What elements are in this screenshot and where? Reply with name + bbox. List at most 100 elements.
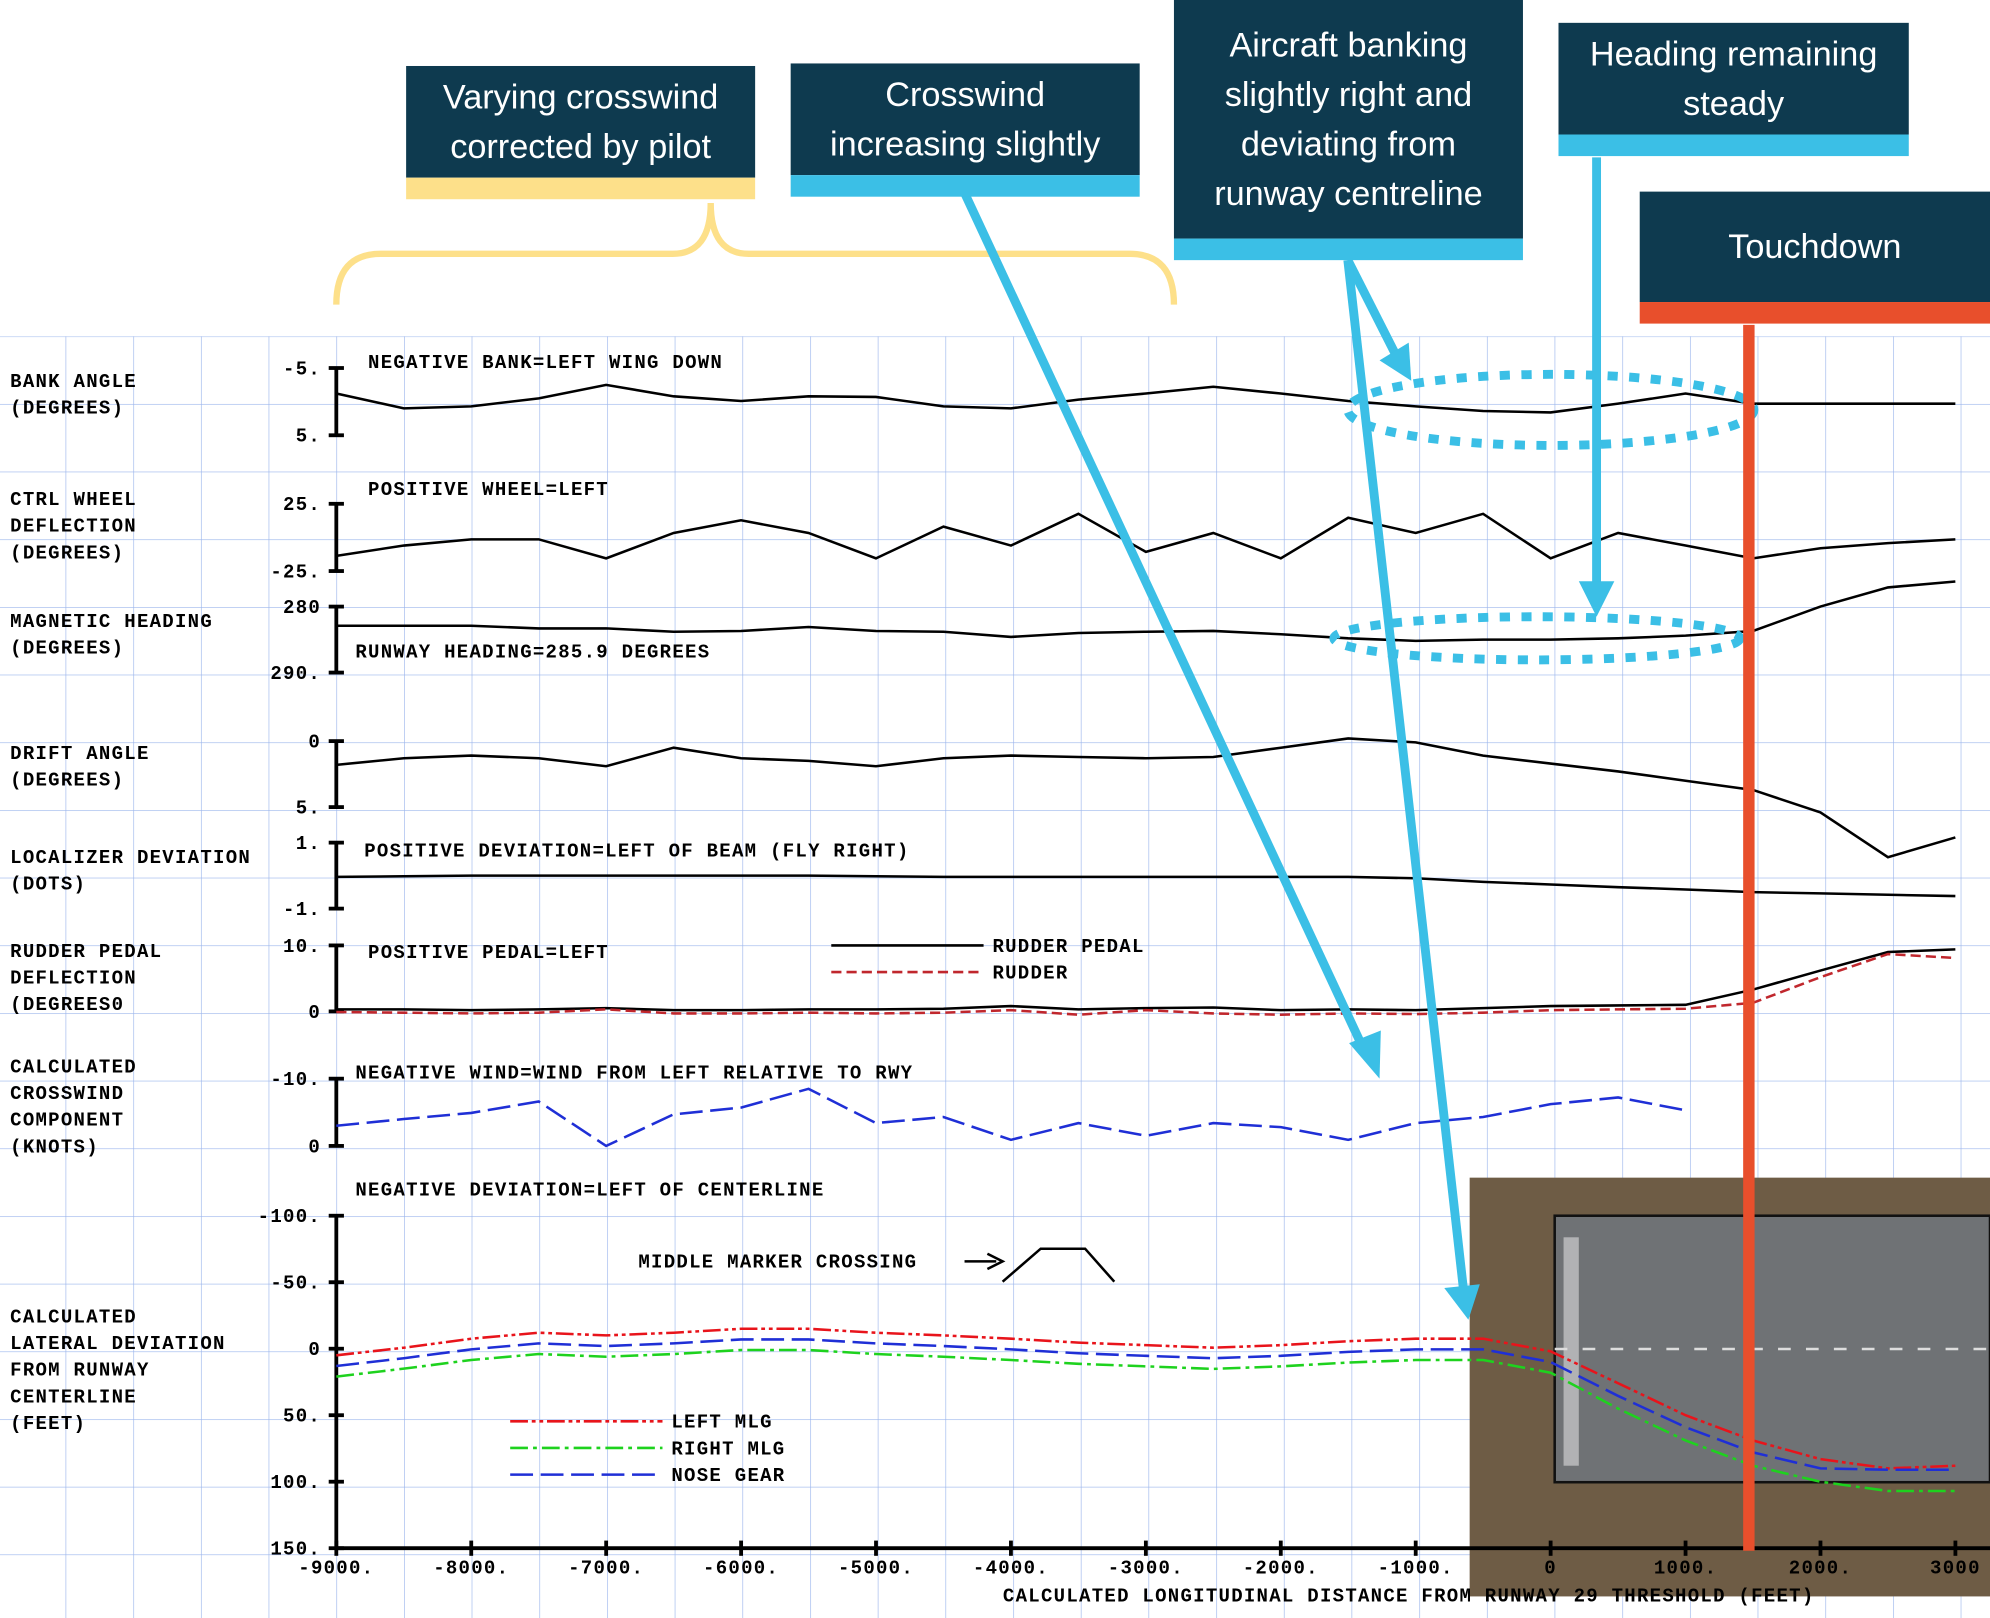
y-axis-label: CALCULATED [10, 1056, 137, 1078]
series-line [336, 737, 1956, 859]
y-tick-label: 290. [270, 663, 321, 685]
y-axis-label: (KNOTS) [10, 1136, 99, 1158]
panel-note: RUNWAY HEADING=285.9 DEGREES [355, 641, 710, 663]
y-axis-label: CROSSWIND [10, 1083, 124, 1105]
x-axis-label: CALCULATED LONGITUDINAL DISTANCE FROM RU… [1003, 1586, 1815, 1608]
series-line [336, 952, 1956, 1016]
x-tick-label: 2000. [1789, 1558, 1852, 1580]
callout-text: Crosswind [885, 76, 1045, 114]
y-axis-label: (DEGREES) [10, 770, 124, 792]
legend-label: NOSE GEAR [671, 1465, 785, 1487]
panel-note: POSITIVE DEVIATION=LEFT OF BEAM (FLY RIG… [364, 841, 909, 863]
x-tick-label: -9000. [298, 1558, 374, 1580]
panel-note: POSITIVE WHEEL=LEFT [368, 479, 609, 501]
callout-underline [1173, 238, 1523, 261]
legend-label: RUDDER [992, 962, 1068, 984]
callout-box [790, 63, 1140, 176]
y-tick-label: -10. [270, 1069, 321, 1091]
x-tick-label: -1000. [1378, 1558, 1454, 1580]
arrows [960, 157, 1615, 1320]
y-tick-label: 25. [283, 494, 321, 516]
series-line [336, 1348, 1956, 1493]
callout-text: deviating from [1241, 125, 1456, 163]
y-tick-label: -25. [270, 561, 321, 583]
y-axis-label: FROM RUNWAY [10, 1360, 149, 1382]
y-tick-label: 280 [283, 597, 321, 619]
legend-label: LEFT MLG [671, 1412, 772, 1434]
y-axis-label: BANK ANGLE [10, 371, 137, 393]
x-tick-label: 1000. [1654, 1558, 1717, 1580]
y-tick-label: 50. [283, 1406, 321, 1428]
y-tick-label: 0 [308, 1002, 321, 1024]
callout-text: corrected by pilot [450, 128, 711, 166]
x-tick-label: -7000. [568, 1558, 644, 1580]
series-line [336, 580, 1956, 643]
x-tick-label: -8000. [433, 1558, 509, 1580]
x-tick-label: -3000. [1108, 1558, 1184, 1580]
callout-underline [790, 175, 1140, 197]
y-tick-label: -1. [283, 899, 321, 921]
y-tick-label: 5. [296, 797, 321, 819]
runway-photo [1469, 1177, 1990, 1597]
y-axis-label: (DEGREES) [10, 638, 124, 660]
callout-text: Touchdown [1728, 228, 1901, 266]
series-line [336, 1338, 1956, 1472]
y-tick-label: 150. [270, 1539, 321, 1561]
callout-text: steady [1683, 85, 1785, 123]
series-line [336, 874, 1956, 898]
y-tick-label: -50. [270, 1273, 321, 1295]
y-tick-label: 0 [308, 731, 321, 753]
y-tick-label: 5. [296, 426, 321, 448]
x-tick-label: -6000. [703, 1558, 779, 1580]
panel-note: NEGATIVE DEVIATION=LEFT OF CENTERLINE [355, 1179, 824, 1201]
callout-text: Aircraft banking [1229, 26, 1467, 64]
y-axis-label: (DEGREES) [10, 542, 124, 564]
marker-shape [964, 1247, 1116, 1283]
callout-underline [1639, 302, 1990, 324]
dotted-ellipse [1329, 612, 1745, 665]
y-axis-label: (DEGREES0 [10, 994, 124, 1016]
y-tick-label: 0 [308, 1136, 321, 1158]
y-axis-label: CENTERLINE [10, 1386, 137, 1408]
y-axis-label: DEFLECTION [10, 967, 137, 989]
y-axis-label: CTRL WHEEL [10, 489, 137, 511]
bracket [333, 203, 1178, 305]
callout-underline [406, 177, 756, 200]
callout-underline [1558, 134, 1909, 157]
callout-box [1639, 191, 1990, 303]
y-axis-label: (DOTS) [10, 874, 86, 896]
x-tick-label: 3000 [1930, 1558, 1981, 1580]
callout-box [1558, 22, 1909, 135]
x-tick-label: 0 [1544, 1558, 1557, 1580]
y-tick-label: 100. [270, 1472, 321, 1494]
y-tick-label: 0 [308, 1339, 321, 1361]
y-axis-label: LOCALIZER DEVIATION [10, 847, 251, 869]
annotations [333, 157, 1759, 1551]
callout-text: runway centreline [1214, 175, 1482, 213]
y-axis-label: (FEET) [10, 1413, 86, 1435]
x-tick-label: -2000. [1243, 1558, 1319, 1580]
y-tick-label: -5. [283, 358, 321, 380]
callout-text: increasing slightly [830, 125, 1101, 163]
y-axis-label: COMPONENT [10, 1110, 124, 1132]
y-tick-label: -100. [258, 1206, 321, 1228]
legend-label: RIGHT MLG [671, 1438, 785, 1460]
y-axis-label: CALCULATED [10, 1306, 137, 1328]
legend-label: RUDDER PEDAL [992, 936, 1144, 958]
y-tick-label: 1. [296, 833, 321, 855]
callout-text: Varying crosswind [443, 79, 718, 117]
series-line [336, 383, 1956, 414]
y-axis-label: RUDDER PEDAL [10, 941, 162, 963]
series-line [336, 1087, 1686, 1148]
y-axis-label: DRIFT ANGLE [10, 743, 149, 765]
series-line [336, 512, 1956, 560]
series-line [336, 1327, 1956, 1470]
callout-text: Heading remaining [1590, 35, 1878, 73]
panel-note: POSITIVE PEDAL=LEFT [368, 942, 609, 964]
y-axis-label: MAGNETIC HEADING [10, 611, 213, 633]
y-axis-label: (DEGREES) [10, 398, 124, 420]
y-axis-label: DEFLECTION [10, 516, 137, 538]
y-tick-label: 10. [283, 936, 321, 958]
x-tick-label: -4000. [973, 1558, 1049, 1580]
